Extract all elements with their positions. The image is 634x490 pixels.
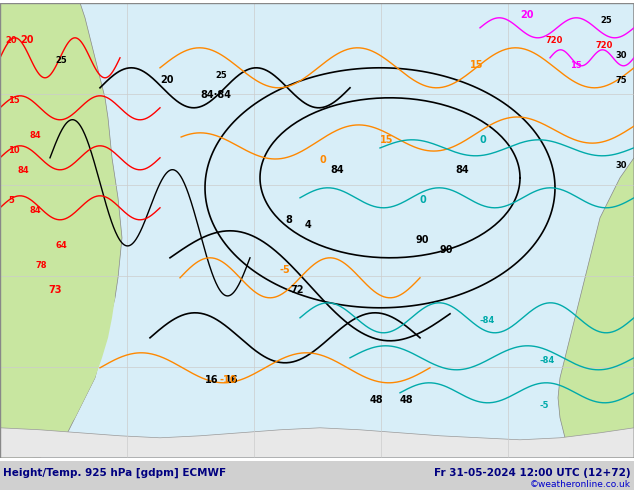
Text: ©weatheronline.co.uk: ©weatheronline.co.uk [530, 480, 631, 490]
Text: 30: 30 [615, 51, 626, 60]
Text: 20: 20 [160, 75, 174, 85]
Text: 20: 20 [20, 35, 34, 45]
Text: -10: -10 [220, 375, 238, 385]
Polygon shape [0, 428, 634, 458]
Text: 72: 72 [290, 285, 304, 295]
Text: 75: 75 [615, 76, 626, 85]
Text: 0: 0 [320, 155, 327, 165]
Text: 20: 20 [520, 10, 533, 20]
Text: 25: 25 [215, 71, 227, 80]
Text: 10: 10 [8, 146, 20, 155]
Text: 8: 8 [285, 215, 292, 225]
Polygon shape [558, 3, 634, 458]
Text: 15: 15 [8, 96, 20, 105]
Text: 25: 25 [55, 56, 67, 65]
Text: 25: 25 [600, 16, 612, 25]
Text: 15: 15 [570, 61, 582, 70]
Text: 90: 90 [415, 235, 429, 245]
Text: -5: -5 [280, 265, 291, 275]
Text: 0: 0 [420, 195, 427, 205]
Text: 16: 16 [225, 375, 238, 385]
Text: 78: 78 [35, 261, 46, 270]
Text: 4: 4 [305, 220, 312, 230]
Text: 84·84: 84·84 [200, 90, 231, 100]
Text: 30: 30 [615, 161, 626, 170]
Polygon shape [0, 3, 122, 458]
Polygon shape [0, 3, 115, 458]
Text: 48: 48 [400, 395, 413, 405]
Text: -5: -5 [540, 401, 550, 410]
Text: 15: 15 [470, 60, 484, 70]
Text: 720: 720 [545, 36, 562, 45]
Text: -84: -84 [480, 316, 495, 325]
Text: 64: 64 [55, 241, 67, 250]
Text: 16: 16 [205, 375, 219, 385]
Text: 84: 84 [30, 131, 42, 140]
Text: -84: -84 [540, 356, 555, 365]
Text: 48: 48 [370, 395, 384, 405]
Text: 90: 90 [440, 245, 453, 255]
Text: 84: 84 [455, 165, 469, 175]
Text: 84: 84 [330, 165, 344, 175]
Text: 73: 73 [48, 285, 61, 295]
Text: 84: 84 [18, 166, 30, 175]
Text: 0: 0 [480, 135, 487, 145]
Text: 20: 20 [5, 36, 16, 45]
Text: Height/Temp. 925 hPa [gdpm] ECMWF: Height/Temp. 925 hPa [gdpm] ECMWF [3, 467, 226, 478]
Text: 720: 720 [595, 41, 612, 50]
Text: 15: 15 [380, 135, 394, 145]
Text: 84: 84 [30, 206, 42, 215]
Text: 5: 5 [8, 196, 14, 205]
Text: Fr 31-05-2024 12:00 UTC (12+72): Fr 31-05-2024 12:00 UTC (12+72) [434, 468, 631, 478]
